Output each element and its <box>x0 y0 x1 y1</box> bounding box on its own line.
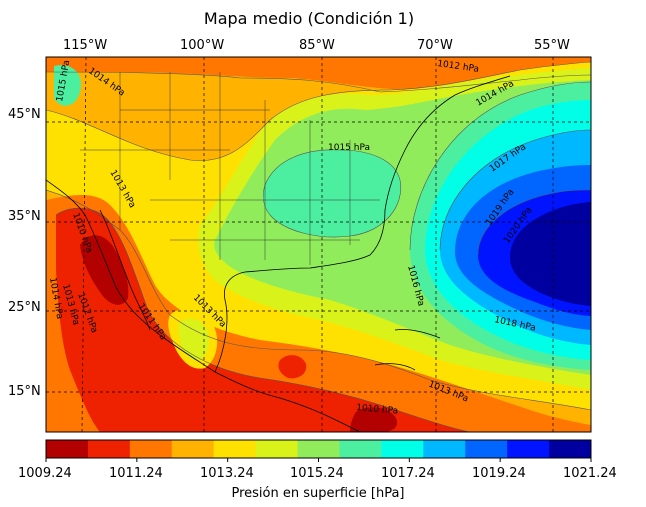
band-1015-mexico <box>178 318 209 361</box>
band-1017-us <box>263 149 401 238</box>
colorbar-segment <box>129 440 173 458</box>
band-1011-cell <box>278 355 307 379</box>
lat-label-15n: 15°N <box>8 384 41 399</box>
colorbar-tick-label: 1019.24 <box>472 466 526 481</box>
colorbar-tick-marks <box>45 458 592 462</box>
colorbar-tick-label: 1013.24 <box>200 466 254 481</box>
state-borders <box>80 72 380 265</box>
colorbar-segment <box>46 440 89 458</box>
band-1012-north <box>46 57 591 91</box>
band-1010-south <box>350 407 398 432</box>
colorbar-segment <box>549 440 592 458</box>
lon-label-100w: 100°W <box>180 38 225 53</box>
band-1011 <box>56 208 470 432</box>
lat-label-45n: 45°N <box>8 107 41 122</box>
colorbar-segment <box>423 440 466 458</box>
colorbar <box>46 440 592 458</box>
band-1022 <box>510 202 591 306</box>
graticule <box>46 57 591 432</box>
lon-label-70w: 70°W <box>417 38 453 53</box>
colorbar-segment <box>213 440 257 458</box>
colorbar-label: Presión en superficie [hPa] <box>231 486 405 501</box>
colorbar-segment <box>255 440 299 458</box>
colorbar-segment <box>171 440 215 458</box>
colorbar-tick-label: 1021.24 <box>563 466 617 481</box>
colorbar-segment <box>507 440 550 458</box>
colorbar-segment <box>87 440 131 458</box>
colorbar-tick-label: 1011.24 <box>109 466 163 481</box>
colorbar-segment <box>465 440 508 458</box>
contour-label: 1010 hPa <box>356 403 399 417</box>
lon-label-55w: 55°W <box>534 38 570 53</box>
colorbar-tick-label: 1015.24 <box>290 466 344 481</box>
map-frame <box>45 56 592 433</box>
filled-contours <box>46 57 591 432</box>
lat-label-35n: 35°N <box>8 209 41 224</box>
map-title: Mapa medio (Condición 1) <box>203 9 415 28</box>
coastlines <box>46 75 511 432</box>
colorbar-segment <box>339 440 382 458</box>
colorbar-segment <box>381 440 424 458</box>
colorbar-segment <box>297 440 340 458</box>
band-1016-nw <box>54 65 81 106</box>
colorbar-tick-label: 1009.24 <box>18 466 72 481</box>
lon-label-115w: 115°W <box>63 38 108 53</box>
colorbar-tick-label: 1017.24 <box>381 466 435 481</box>
lon-label-85w: 85°W <box>299 38 335 53</box>
lat-label-25n: 25°N <box>8 300 41 315</box>
contour-label: 1015 hPa <box>328 143 370 153</box>
